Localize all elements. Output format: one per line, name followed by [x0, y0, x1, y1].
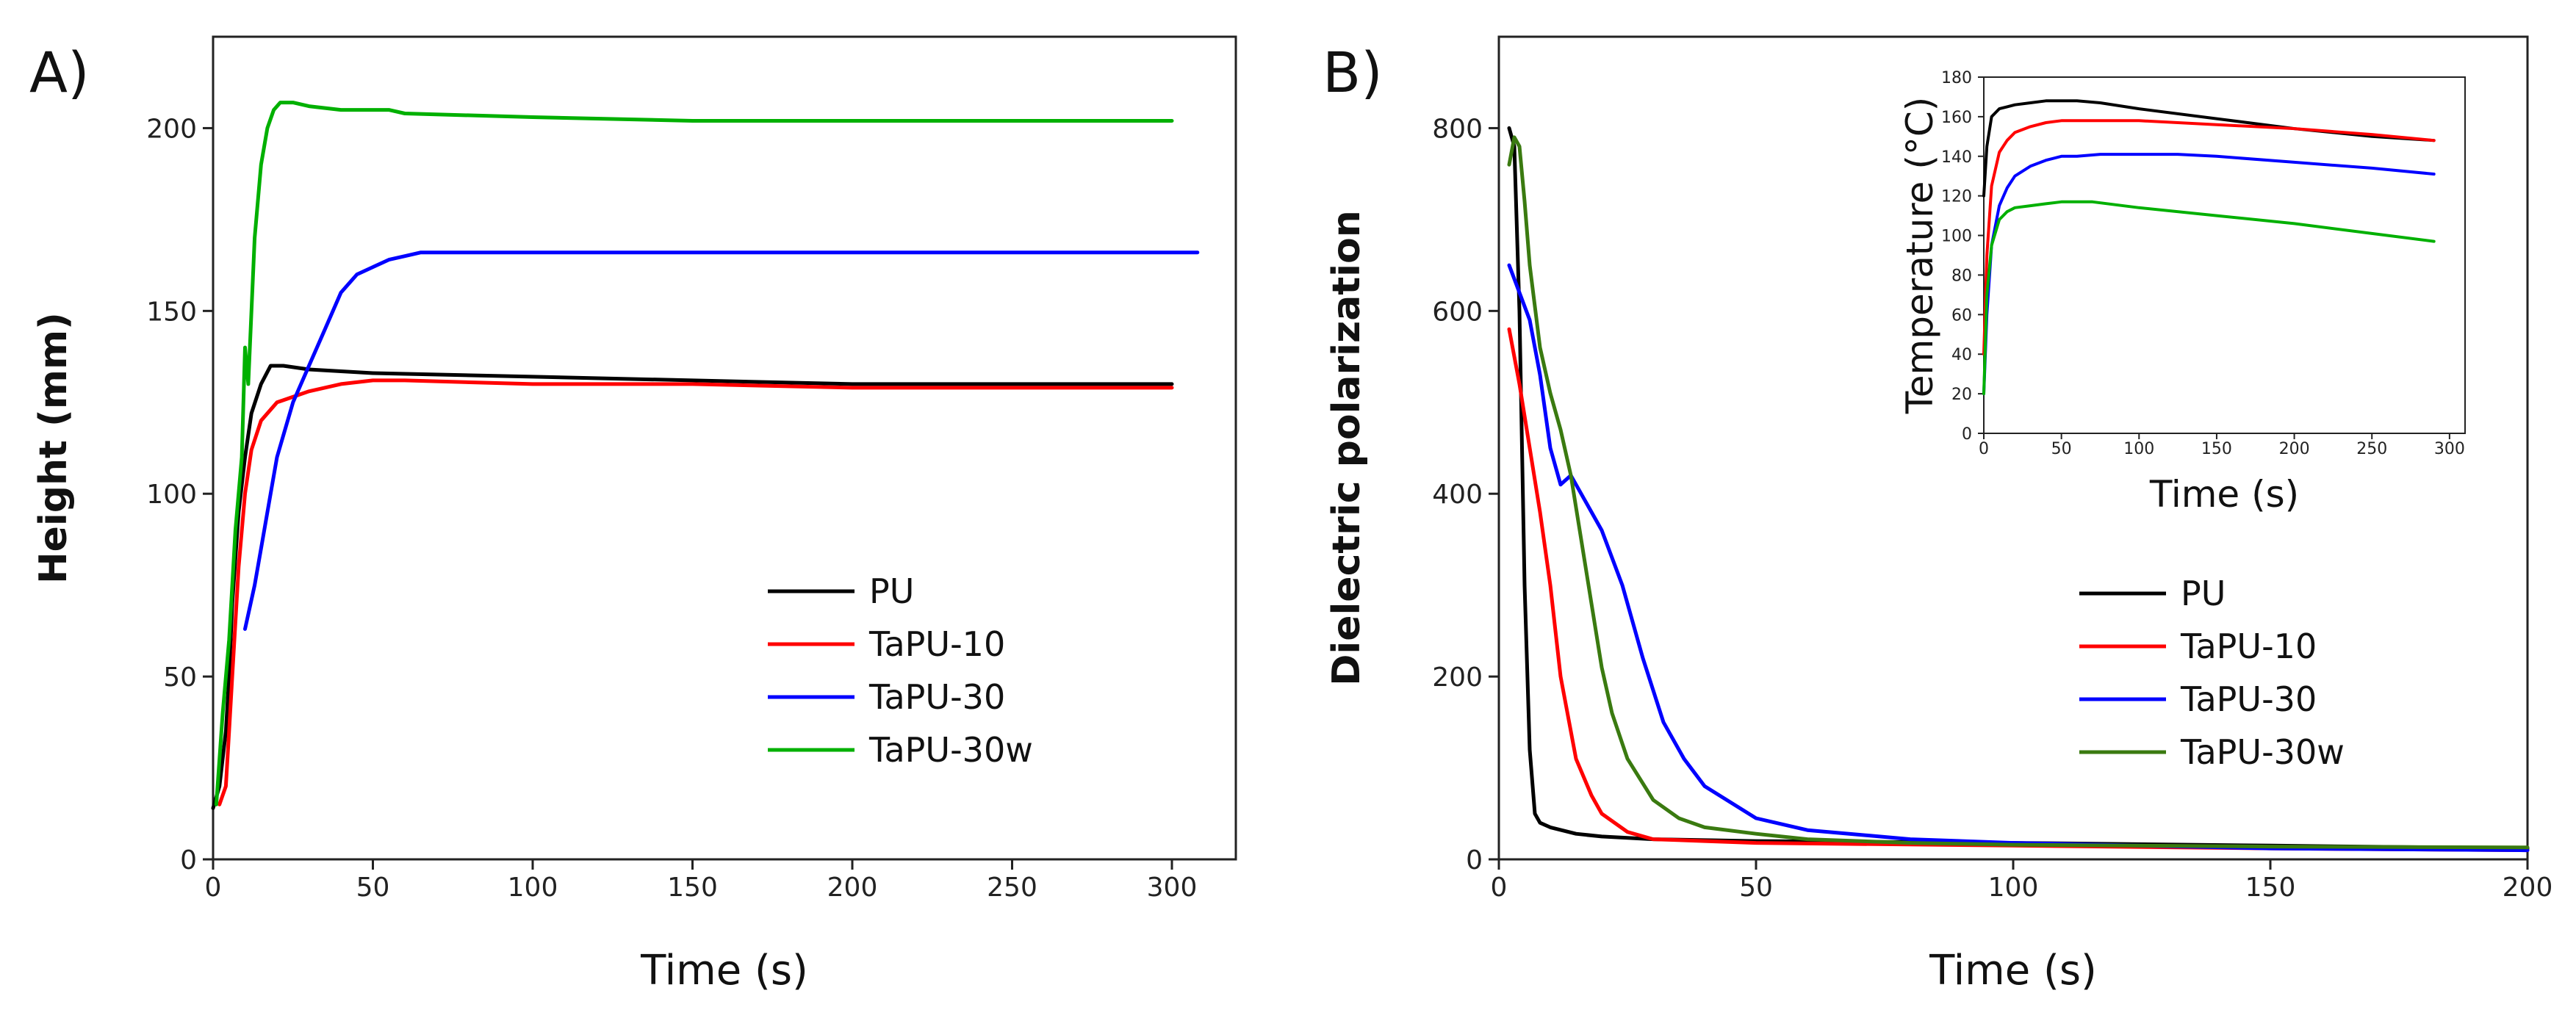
panel-a-y-tick-label: 50: [163, 663, 197, 693]
inset-x-axis-title: Time (s): [2149, 473, 2299, 516]
panel-b-y-tick-label: 0: [1466, 845, 1483, 876]
panel-a-x-tick-label: 50: [356, 873, 390, 903]
inset-x-tick-label: 150: [2201, 440, 2232, 458]
panel-b-y-axis-title: Dielectric polarization: [1325, 210, 1369, 686]
panel-b-legend-label-tapu-30w: TaPU-30w: [2180, 732, 2345, 772]
panel-b-series-line-tapu-30: [1507, 263, 2530, 853]
inset-y-tick-label: 120: [1941, 188, 1972, 206]
panel-a-x-tick-label: 0: [205, 873, 222, 903]
inset-y-tick-label: 160: [1941, 109, 1972, 127]
panel-b-y-tick-label: 600: [1432, 297, 1483, 327]
inset-plot-frame: [1983, 76, 2466, 434]
panel-b-x-tick-label: 50: [1739, 873, 1773, 903]
panel-b-series-line-tapu-10: [1507, 327, 2530, 853]
panel-a-label: A): [29, 40, 90, 105]
inset-y-tick-label: 180: [1941, 69, 1972, 87]
panel-a-x-tick-label: 300: [1147, 873, 1198, 903]
panel-b-x-tick-label: 0: [1491, 873, 1508, 903]
inset-y-axis-title: Temperature (°C): [1899, 97, 1941, 415]
inset-y-tick-label: 60: [1951, 306, 1972, 325]
inset-y-tick-label: 140: [1941, 148, 1972, 167]
panel-a: 0 50 100 150 200 250 300 0 50 100 150 200 Time (s) He…: [29, 35, 1237, 994]
inset-y-tick-label: 40: [1951, 346, 1972, 364]
panel-a-plot-frame: [212, 35, 1237, 861]
panel-b-x-tick-label: 200: [2503, 873, 2553, 903]
panel-b-legend-label-tapu-10: TaPU-10: [2180, 627, 2317, 666]
panel-b-x-tick-label: 100: [1988, 873, 2039, 903]
panel-b-y-tick-label: 400: [1432, 480, 1483, 510]
panel-b-x-axis-title: Time (s): [1929, 947, 2097, 994]
panel-a-legend-label-tapu-10: TaPU-10: [868, 624, 1005, 664]
panel-a-series-line-tapu-30w: [214, 101, 1174, 806]
panel-a-series-line-tapu-10: [217, 378, 1174, 806]
inset-x-tick-label: 50: [2051, 440, 2072, 458]
panel-a-x-tick-label: 250: [987, 873, 1037, 903]
panel-b-y-tick-label: 200: [1432, 663, 1483, 693]
panel-b-label: B): [1323, 40, 1383, 105]
panel-a-x-tick-label: 150: [667, 873, 718, 903]
panel-a-series-line-tapu-30: [243, 250, 1200, 631]
inset-x-tick-label: 0: [1979, 440, 1989, 458]
panel-a-y-tick-label: 0: [180, 845, 197, 876]
inset-x-tick-label: 100: [2123, 440, 2154, 458]
inset-y-tick-label: 20: [1951, 386, 1972, 404]
inset-y-tick-label: 80: [1951, 267, 1972, 285]
panel-b-inset: 0 50 100 150 200 250 300 0 20 40 60 80 100 120 140 160 1…: [1888, 69, 2487, 516]
panel-b-y-tick-label: 800: [1432, 114, 1483, 144]
panel-a-y-axis-title: Height (mm): [32, 312, 76, 584]
panel-a-legend-label-tapu-30w: TaPU-30w: [868, 730, 1033, 770]
panel-a-y-tick-label: 200: [146, 114, 197, 144]
inset-series-line-tapu-10: [1982, 119, 2436, 356]
panel-b-series-line-tapu-30w: [1507, 135, 2530, 850]
panel-a-y-tick-label: 100: [146, 480, 197, 510]
inset-x-tick-label: 300: [2434, 440, 2465, 458]
panel-b-x-tick-label: 150: [2245, 873, 2296, 903]
panel-a-x-tick-label: 200: [827, 873, 878, 903]
panel-a-x-tick-label: 100: [508, 873, 558, 903]
panel-a-series-line-pu: [211, 364, 1174, 810]
panel-a-x-axis-title: Time (s): [640, 947, 808, 994]
inset-y-tick-label: 0: [1962, 425, 1972, 444]
inset-series-line-tapu-30w: [1982, 200, 2436, 396]
panel-a-legend-label-pu: PU: [869, 571, 914, 611]
inset-series-line-pu: [1982, 99, 2436, 198]
inset-series-line-tapu-30: [1982, 153, 2436, 396]
inset-x-tick-label: 250: [2356, 440, 2387, 458]
panel-a-y-tick-label: 150: [146, 297, 197, 327]
inset-x-tick-label: 200: [2279, 440, 2310, 458]
panel-b-legend-label-pu: PU: [2181, 574, 2226, 613]
inset-y-tick-label: 100: [1941, 228, 1972, 246]
panel-a-legend-label-tapu-30: TaPU-30: [868, 677, 1005, 717]
panel-b-legend-label-tapu-30: TaPU-30: [2180, 679, 2317, 719]
